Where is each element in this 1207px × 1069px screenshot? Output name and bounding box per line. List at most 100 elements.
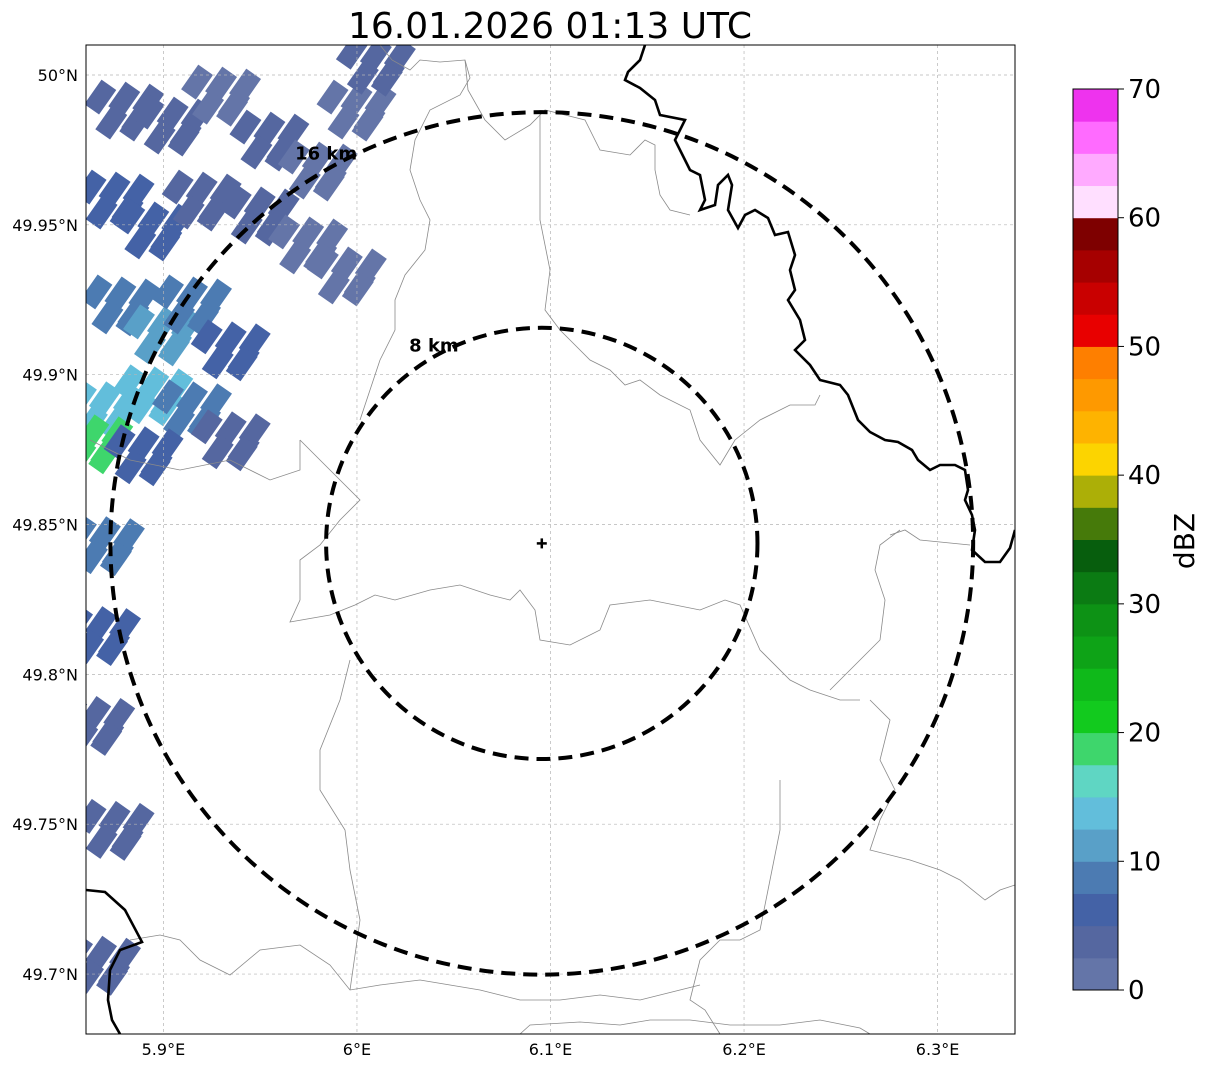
national-border [623, 45, 1015, 564]
boundary-line [519, 1019, 871, 1034]
colorbar-swatch [1073, 314, 1118, 347]
map-title: 16.01.2026 01:13 UTC [348, 6, 752, 47]
lat-tick-label: 49.8°N [22, 665, 78, 684]
colorbar-swatch [1073, 121, 1118, 154]
colorbar-swatch [1073, 829, 1118, 862]
colorbar-tick-label: 0 [1128, 976, 1145, 1006]
echo-pixel [86, 798, 107, 834]
colorbar-tick-label: 30 [1128, 590, 1161, 620]
colorbar-tick-label: 40 [1128, 461, 1161, 491]
echo-pixel [86, 437, 97, 473]
echo-pixel [138, 451, 171, 487]
echo-pixel [86, 823, 118, 859]
echo-pixel [317, 269, 350, 305]
echo-pixel [346, 59, 379, 95]
echo-pixel [113, 364, 146, 400]
colorbar-swatch [1073, 603, 1118, 637]
boundary-line [539, 110, 821, 466]
lat-tick-label: 49.9°N [22, 366, 78, 385]
echo-pixel [86, 958, 105, 994]
boundary-line [869, 699, 1015, 901]
radar-site-marker [536, 538, 547, 549]
echo-pixel [190, 409, 223, 445]
echo-cell [152, 274, 232, 337]
range-rings [108, 110, 976, 977]
colorbar-swatch [1073, 217, 1118, 251]
echo-pixel [201, 344, 234, 380]
boundary-line [829, 529, 901, 691]
boundary-line [464, 59, 691, 216]
range-ring-labels: 8 km 16 km [295, 144, 459, 357]
echo-pixel [109, 825, 142, 861]
echo-pixel [341, 271, 374, 307]
echo-pixel [91, 299, 124, 335]
echo-pixel [163, 299, 195, 335]
colorbar-swatch [1073, 442, 1118, 476]
echo-cell [86, 514, 145, 577]
lon-tick-label: 6.1°E [529, 1040, 573, 1059]
echo-cell [103, 424, 184, 487]
colorbar-swatch [1073, 346, 1118, 380]
colorbar-swatch [1073, 796, 1118, 830]
echo-cell [161, 169, 242, 232]
range-ring-label: 16 km [295, 144, 357, 165]
lat-tick-label: 49.95°N [12, 216, 78, 235]
echo-pixel [124, 224, 157, 260]
echo-pixel [316, 79, 349, 115]
range-ring-8km [324, 325, 760, 762]
colorbar-swatch [1073, 925, 1118, 959]
colorbar-frame [1072, 88, 1119, 991]
echo-pixel [132, 94, 165, 130]
echo-pixel [123, 304, 155, 340]
reflectivity-layer [53, 45, 416, 996]
colorbar-swatch [1073, 571, 1118, 605]
boundary-line [689, 780, 781, 1034]
echo-pixel [254, 211, 287, 247]
echo-cell [86, 604, 142, 667]
echo-pixel [158, 331, 190, 367]
echo-pixel [86, 629, 105, 665]
map-frame [85, 44, 1016, 1035]
colorbar-swatch [1073, 153, 1118, 187]
echo-pixel [172, 194, 205, 230]
echo-pixel [124, 389, 157, 425]
colorbar-swatch [1073, 861, 1118, 894]
colorbar-tick-label: 20 [1128, 719, 1161, 749]
echo-pixel [167, 121, 200, 157]
colorbar-swatch [1073, 893, 1118, 927]
echo-pixel [216, 91, 249, 127]
echo-pixel [86, 514, 97, 550]
colorbar-swatch [1073, 378, 1118, 412]
echo-cell [306, 244, 387, 307]
colorbar-ticks: 0 10 20 30 40 50 60 70 [1118, 75, 1161, 1006]
echo-pixel [161, 169, 194, 205]
colorbar-swatches [1073, 89, 1118, 991]
echo-cell [190, 409, 271, 472]
colorbar-swatch [1073, 185, 1118, 219]
echo-pixel [143, 119, 176, 155]
echo-pixel [86, 274, 113, 310]
echo-pixel [95, 104, 128, 140]
echo-pixel [268, 214, 301, 250]
map-panel[interactable] [53, 35, 1016, 1035]
echo-pixel [240, 134, 273, 170]
colorbar-swatch [1073, 700, 1118, 734]
echo-cell [190, 319, 271, 382]
echo-cell [86, 798, 155, 861]
echo-pixel [219, 184, 252, 220]
boundary-line [289, 439, 860, 701]
echo-pixel [114, 449, 147, 485]
colorbar-title: dBZ [1168, 513, 1201, 569]
echo-pixel [190, 319, 223, 355]
lat-tick-label: 49.75°N [12, 815, 78, 834]
echo-pixel [86, 414, 110, 450]
echo-pixel [351, 106, 384, 142]
lon-tick-label: 6°E [343, 1040, 371, 1059]
national-border [86, 888, 144, 1034]
range-ring-label: 8 km [409, 336, 459, 357]
echo-pixel [53, 412, 85, 447]
echo-pixel [152, 274, 184, 310]
echo-pixel [335, 45, 368, 70]
echo-pixel [113, 199, 146, 235]
echo-pixel [312, 166, 345, 202]
